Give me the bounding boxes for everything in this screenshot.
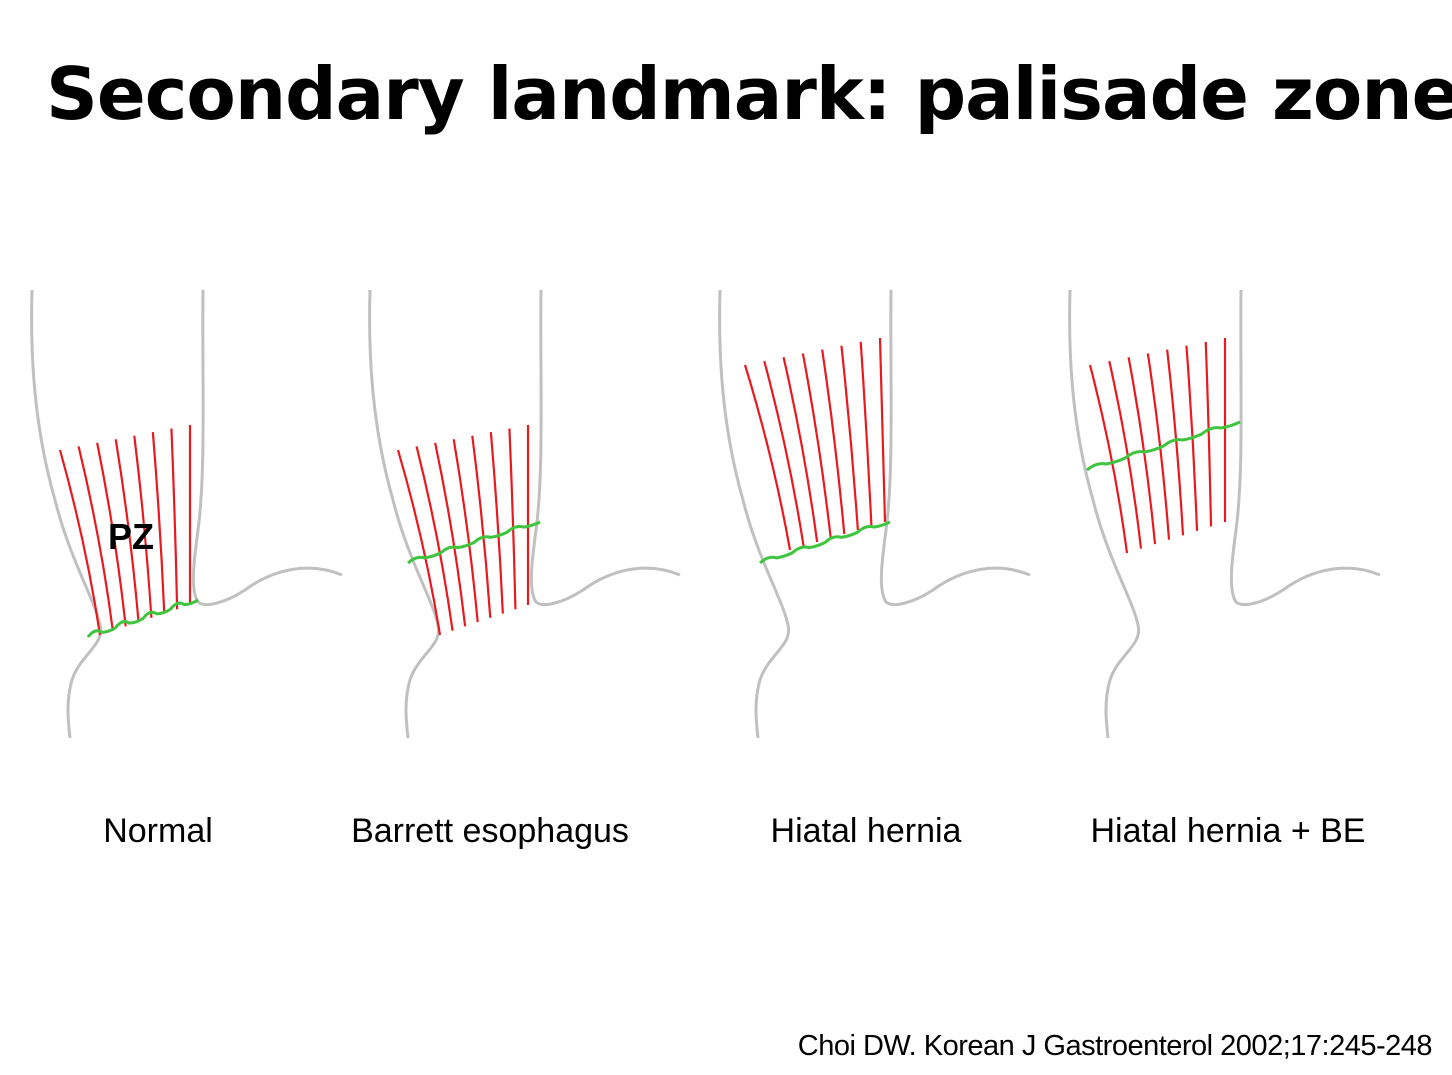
palisade-vessel — [452, 439, 479, 623]
palisade-vessel — [878, 337, 887, 523]
palisade-vessel — [840, 345, 859, 531]
palisade-vessel — [415, 446, 454, 631]
palisade-vessel — [859, 341, 873, 527]
pz-annotation: PZ — [108, 516, 155, 557]
palisade-vessel — [801, 353, 832, 539]
squamocolumnar-junction — [406, 520, 541, 565]
palisade-vessel — [489, 432, 504, 614]
palisade-vessel — [1166, 349, 1185, 536]
palisade-vessel — [77, 446, 114, 631]
esophagus-outline — [1068, 289, 1381, 739]
palisade-vessel — [170, 428, 179, 610]
squamocolumnar-junction — [758, 520, 891, 565]
palisade-vessel — [396, 449, 442, 636]
palisade-vessel — [96, 442, 127, 627]
panel-label: Hiatal hernia — [770, 812, 962, 850]
panel-label: Normal — [103, 812, 213, 850]
esophagus-outline — [368, 289, 681, 739]
palisade-vessel — [763, 360, 805, 547]
slide-title: Secondary landmark: palisade zone — [46, 52, 1452, 136]
palisade-vessel — [1204, 341, 1213, 527]
palisade-vessel — [821, 349, 846, 535]
palisade-vessel — [782, 357, 819, 543]
panel-label: Hiatal hernia + BE — [1090, 812, 1366, 850]
squamocolumnar-junction — [86, 598, 199, 638]
palisade-vessel — [471, 435, 492, 618]
panel-label: Barrett esophagus — [351, 812, 629, 850]
palisade-vessel — [58, 449, 102, 636]
palisade-vessel — [114, 439, 140, 623]
palisade-vessel — [1108, 360, 1143, 549]
palisade-vessel — [743, 364, 792, 551]
palisade-vessel — [434, 442, 467, 627]
squamocolumnar-junction — [1086, 420, 1241, 472]
palisade-vessel — [1088, 364, 1129, 554]
esophagus-outline — [30, 289, 343, 739]
esophagus-outline — [718, 289, 1031, 739]
palisade-vessel — [133, 435, 153, 618]
palisade-vessel — [508, 428, 517, 610]
palisade-vessel — [151, 432, 166, 614]
citation: Choi DW. Korean J Gastroenterol 2002;17:… — [797, 1030, 1433, 1062]
